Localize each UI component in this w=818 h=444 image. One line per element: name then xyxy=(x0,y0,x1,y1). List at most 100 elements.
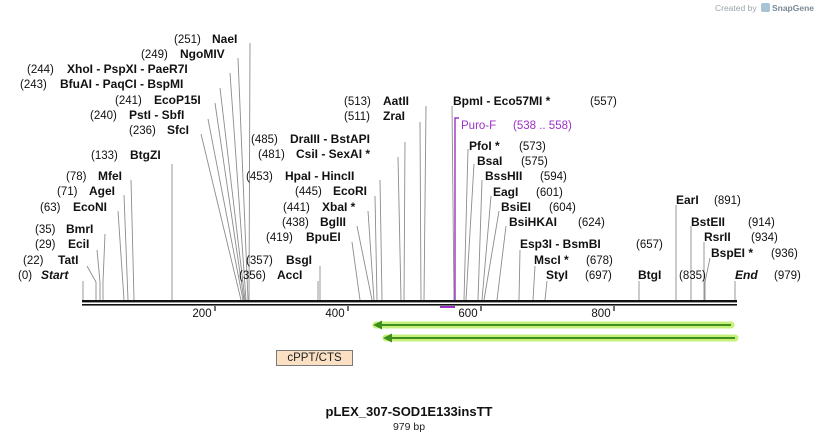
site-pos: (453) xyxy=(246,171,273,183)
site-pos: (251) xyxy=(174,34,201,46)
site-pos: (35) xyxy=(35,224,56,236)
site-pos: (979) xyxy=(774,270,801,282)
site-name: RsrII xyxy=(704,230,731,244)
site-pos: (513) xyxy=(344,96,371,108)
site-pos: (357) xyxy=(246,255,273,267)
site-label-psti-sbfi[interactable]: (240) PstI - SbfI xyxy=(90,108,184,122)
feature-cppt-cts[interactable]: cPPT/CTS xyxy=(276,350,353,366)
feature-arrow-2[interactable] xyxy=(382,333,739,343)
site-name: EciI xyxy=(68,237,89,251)
site-pos: (891) xyxy=(714,195,741,207)
site-label-end[interactable]: End (979) xyxy=(735,268,801,282)
tick-label-400: 400 xyxy=(325,308,344,320)
site-label-styi[interactable]: StyI (697) xyxy=(546,268,612,282)
site-label-econi[interactable]: (63) EcoNI xyxy=(40,200,107,214)
site-pos: (244) xyxy=(27,64,54,76)
site-label-agei[interactable]: (71) AgeI xyxy=(57,184,115,198)
primer-marker[interactable] xyxy=(440,117,459,308)
primer-name: Puro-F xyxy=(461,120,496,132)
site-name: EcoRI xyxy=(333,184,367,198)
site-pos: (657) xyxy=(636,239,663,251)
sequence-backbone xyxy=(82,300,737,306)
site-name: EagI xyxy=(493,185,518,199)
site-label-bfuai[interactable]: (243) BfuAI - PaqCI - BspMI xyxy=(20,77,183,91)
site-label-bsgi[interactable]: (357) BsgI xyxy=(246,253,312,267)
site-pos: (601) xyxy=(536,187,563,199)
site-label-sfci[interactable]: (236) SfcI xyxy=(129,123,189,137)
site-label-tati[interactable]: (22) TatI xyxy=(23,253,78,267)
site-label-bpmi[interactable]: BpmI - Eco57MI * (557) xyxy=(453,94,617,108)
site-pos: (594) xyxy=(540,171,567,183)
site-name: StyI xyxy=(546,268,568,282)
primer-label[interactable]: Puro-F (538 .. 558) xyxy=(461,120,572,132)
site-name: BmrI xyxy=(66,222,93,236)
site-label-bsshii[interactable]: BssHII (594) xyxy=(485,169,567,183)
site-label-bglii[interactable]: (438) BglII xyxy=(282,215,346,229)
scale-ticks xyxy=(214,306,615,311)
site-pos: (624) xyxy=(578,217,605,229)
site-label-bspei[interactable]: BspEI * (936) xyxy=(711,246,798,260)
site-label-esp3i[interactable]: Esp3I - BsmBI (657) xyxy=(520,237,663,251)
site-label-ngomiv[interactable]: (249) NgoMIV xyxy=(141,47,225,61)
site-label-hpai[interactable]: (453) HpaI - HincII xyxy=(246,169,354,183)
site-label-eari[interactable]: EarI (891) xyxy=(676,193,741,207)
site-label-mfei[interactable]: (78) MfeI xyxy=(66,169,122,183)
site-label-bsiei[interactable]: BsiEI (604) xyxy=(501,200,576,214)
site-name: BsgI xyxy=(286,253,312,267)
site-pos: (78) xyxy=(66,171,87,183)
site-label-bsihkai[interactable]: BsiHKAI (624) xyxy=(509,215,605,229)
site-label-ecii[interactable]: (29) EciI xyxy=(35,237,89,251)
site-pos: (835) xyxy=(679,270,706,282)
snapgene-logo-icon xyxy=(760,3,770,12)
site-label-zrai[interactable]: (511) ZraI xyxy=(344,109,405,123)
site-label-xbai[interactable]: (441) XbaI * xyxy=(283,200,356,214)
site-name: BtgZI xyxy=(130,148,161,162)
site-name: TatI xyxy=(58,253,78,267)
site-pos: (71) xyxy=(57,186,78,198)
site-name: XhoI - PspXI - PaeR7I xyxy=(67,62,188,76)
site-label-ecori[interactable]: (445) EcoRI xyxy=(295,184,367,198)
site-pos: (485) xyxy=(251,134,278,146)
site-pos: (557) xyxy=(590,96,617,108)
site-label-draiii[interactable]: (485) DraIII - BstAPI xyxy=(251,132,370,146)
feature-arrow-1[interactable] xyxy=(372,320,735,330)
site-label-aatii[interactable]: (513) AatII xyxy=(344,94,409,108)
site-name: HpaI - HincII xyxy=(285,169,354,183)
site-label-bpuei[interactable]: (419) BpuEI xyxy=(266,230,341,244)
site-name: EcoNI xyxy=(73,200,107,214)
site-label-ecop15i[interactable]: (241) EcoP15I xyxy=(115,93,201,107)
site-name: Esp3I - BsmBI xyxy=(520,237,601,251)
site-label-xhoi[interactable]: (244) XhoI - PspXI - PaeR7I xyxy=(27,62,188,76)
site-pos: (29) xyxy=(35,239,56,251)
credit-prefix: Created by xyxy=(714,3,757,13)
site-label-pfoi[interactable]: PfoI * (573) xyxy=(469,139,546,153)
site-pos: (0) xyxy=(18,270,32,282)
site-label-csii[interactable]: (481) CsiI - SexAI * xyxy=(258,147,370,161)
site-pos: (356) xyxy=(239,270,266,282)
site-name: SfcI xyxy=(167,123,189,137)
site-pos: (481) xyxy=(258,149,285,161)
primer-range: (538 .. 558) xyxy=(513,120,572,132)
site-label-bsteii[interactable]: BstEII (914) xyxy=(691,215,775,229)
site-label-start[interactable]: (0) Start xyxy=(18,268,69,282)
site-label-btgi[interactable]: BtgI (835) xyxy=(638,268,706,282)
site-pos: (575) xyxy=(521,156,548,168)
site-pos: (241) xyxy=(115,95,142,107)
site-label-acci[interactable]: (356) AccI xyxy=(239,268,302,282)
site-name: BsaI xyxy=(477,154,502,168)
site-label-eagi[interactable]: EagI (601) xyxy=(493,185,563,199)
site-label-bmri[interactable]: (35) BmrI xyxy=(35,222,93,236)
tick-label-800: 800 xyxy=(591,308,610,320)
site-name: BglII xyxy=(320,215,346,229)
site-label-bsai[interactable]: BsaI (575) xyxy=(477,154,548,168)
map-title: pLEX_307-SOD1E133insTT xyxy=(325,404,493,419)
site-name: XbaI * xyxy=(322,200,356,214)
site-label-naei[interactable]: (251) NaeI xyxy=(174,32,237,46)
site-label-btgzi[interactable]: (133) BtgZI xyxy=(91,148,161,162)
site-name: NgoMIV xyxy=(180,47,225,61)
site-name: BstEII xyxy=(691,215,725,229)
site-label-msci[interactable]: MscI * (678) xyxy=(534,253,613,267)
site-label-rsrii[interactable]: RsrII (934) xyxy=(704,230,778,244)
site-pos: (573) xyxy=(519,141,546,153)
